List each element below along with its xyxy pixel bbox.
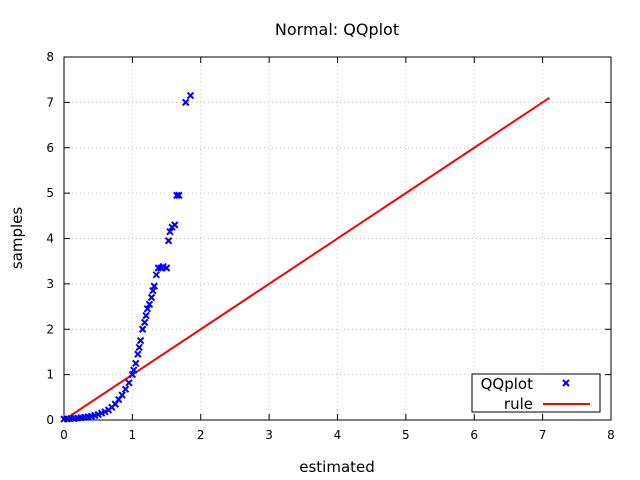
y-tick-label: 5 <box>46 186 54 200</box>
y-axis-label: samples <box>8 207 26 270</box>
y-tick-label: 3 <box>46 277 54 291</box>
qq-point <box>171 221 179 229</box>
y-tick-label: 8 <box>46 50 54 64</box>
chart-title: Normal: QQplot <box>275 20 399 39</box>
y-tick-label: 0 <box>46 413 54 427</box>
qq-point <box>142 311 150 320</box>
y-tick-label: 7 <box>46 95 54 109</box>
x-tick-label: 3 <box>265 428 273 442</box>
legend-x-marker <box>562 379 570 387</box>
x-tick-label: 2 <box>197 428 205 442</box>
qq-point <box>182 98 190 107</box>
plot-marks <box>60 91 551 423</box>
qq-point <box>135 343 143 352</box>
x-axis-label: estimated <box>299 458 375 476</box>
x-tick-label: 4 <box>334 428 342 442</box>
qq-point <box>175 191 183 200</box>
qq-point <box>162 264 171 272</box>
x-tick-label: 6 <box>470 428 478 442</box>
x-tick-label: 5 <box>402 428 410 442</box>
qq-point <box>132 359 140 367</box>
qq-point <box>125 379 133 387</box>
qq-point <box>186 91 195 100</box>
rule-line <box>63 97 551 421</box>
qq-point <box>166 227 174 236</box>
qq-point <box>152 271 161 279</box>
qq-point <box>121 385 130 393</box>
qq-point <box>164 237 173 245</box>
qq-point <box>173 191 181 200</box>
x-tick-label: 1 <box>129 428 137 442</box>
legend-box <box>471 373 601 413</box>
qq-point <box>138 325 147 333</box>
legend-label-qqplot: QQplot <box>481 375 533 393</box>
qq-point <box>145 300 154 309</box>
qq-point <box>147 293 156 302</box>
qq-point <box>134 350 142 358</box>
legend-label-rule: rule <box>504 395 533 413</box>
y-tick-label: 2 <box>46 322 54 336</box>
x-tick-label: 8 <box>607 428 615 442</box>
legend: QQplot rule <box>471 373 601 413</box>
y-tick-label: 1 <box>46 368 54 382</box>
qq-point <box>130 366 138 374</box>
qq-point <box>136 336 145 345</box>
plot-frame <box>63 56 612 421</box>
legend-marker-qqplot <box>562 379 570 387</box>
qq-point <box>143 305 152 313</box>
x-tick-label: 0 <box>60 428 68 442</box>
y-tick-label: 6 <box>46 141 54 155</box>
y-tick-label: 4 <box>46 232 54 246</box>
qq-point <box>140 318 149 327</box>
x-tick-label: 7 <box>539 428 547 442</box>
grid-lines <box>64 57 611 420</box>
qq-point <box>150 282 158 290</box>
qq-point <box>118 391 126 399</box>
